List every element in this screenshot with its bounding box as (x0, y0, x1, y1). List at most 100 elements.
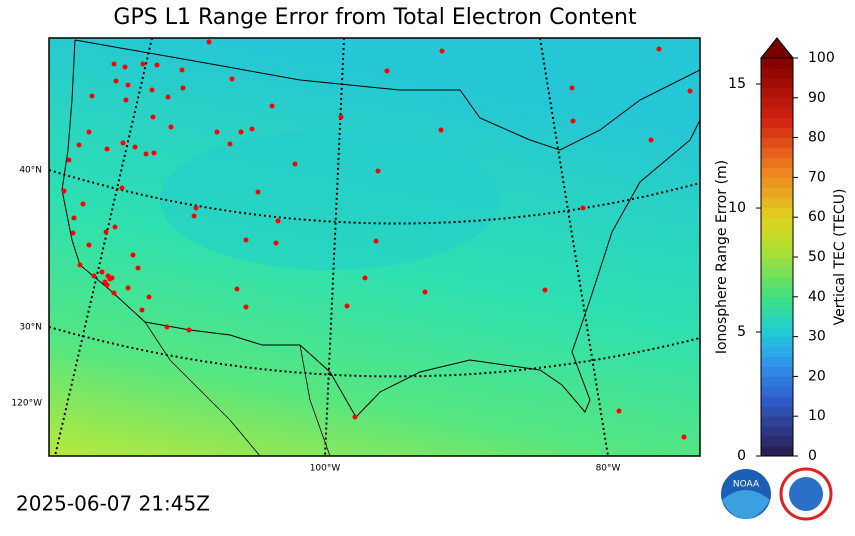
colorbar-segment (761, 386, 793, 397)
station-marker (150, 114, 156, 120)
colorbar-segment (761, 87, 793, 99)
station-marker (154, 62, 160, 68)
station-marker (86, 242, 92, 248)
colorbar-segment (761, 266, 793, 278)
title: GPS L1 Range Error from Total Electron C… (113, 5, 637, 30)
station-marker (91, 273, 97, 279)
station-marker (164, 324, 170, 330)
station-marker (375, 168, 381, 174)
colorbar-segment (761, 426, 793, 437)
station-marker (130, 252, 136, 258)
map (49, 38, 700, 456)
station-marker (243, 304, 249, 310)
colorbar-segment (761, 296, 793, 308)
colorbar-segment (761, 237, 793, 248)
station-marker (229, 76, 235, 82)
colorbar-segment (761, 346, 793, 357)
colorbar-tick-label: 10 (808, 408, 826, 424)
station-marker (165, 94, 171, 100)
station-marker (439, 48, 445, 54)
station-marker (76, 142, 82, 148)
station-marker (112, 224, 118, 230)
station-marker (135, 265, 141, 271)
colorbar-segment (761, 117, 793, 129)
station-marker (66, 157, 72, 163)
colorbar-tick-label: 0 (808, 448, 817, 464)
colorbar-tick-label: 40 (808, 289, 826, 305)
lat-label: 40°N (19, 166, 42, 176)
colorbar-segment (761, 336, 793, 348)
colorbar-segment (761, 356, 793, 367)
station-marker (86, 129, 92, 135)
colorbar-segment (761, 137, 793, 149)
colorbar-tick-label: 0 (737, 448, 746, 464)
station-marker (99, 269, 105, 275)
station-marker (111, 290, 117, 296)
colorbar-segment (761, 247, 793, 258)
station-marker (104, 282, 110, 288)
colorbar-segment (761, 58, 793, 69)
station-marker (292, 161, 298, 167)
colorbar-segment (761, 217, 793, 228)
station-marker (384, 68, 390, 74)
colorbar-segment (761, 276, 793, 288)
colorbar-segment (761, 147, 793, 158)
station-marker (687, 88, 693, 94)
colorbar-segment (761, 286, 793, 298)
colorbar-segment (761, 396, 793, 407)
colorbar-segment (761, 167, 793, 178)
station-marker (71, 215, 77, 221)
lon-label: 80°W (596, 464, 621, 474)
station-marker (139, 307, 145, 313)
lon-label: 100°W (310, 464, 341, 474)
colorbar-segment (761, 77, 793, 89)
colorbar-segment (761, 197, 793, 208)
colorbar-segment (761, 107, 793, 119)
colorbar-tick-label: 5 (737, 324, 746, 340)
station-marker (168, 124, 174, 130)
station-marker (616, 408, 622, 414)
station-marker (269, 103, 275, 109)
nws-logo (779, 467, 833, 521)
station-marker (422, 289, 428, 295)
station-marker (132, 144, 138, 150)
station-marker (273, 240, 279, 246)
station-marker (146, 294, 152, 300)
station-marker (193, 205, 199, 211)
station-marker (344, 303, 350, 309)
station-marker (648, 137, 654, 143)
colorbar-tick-label: 10 (728, 200, 746, 216)
colorbar-tick-label: 90 (808, 90, 826, 106)
colorbar-segment (761, 97, 793, 109)
station-marker (123, 97, 129, 103)
colorbar-segment (761, 326, 793, 338)
colorbar-segment (761, 416, 793, 427)
station-marker (120, 140, 126, 146)
station-marker (140, 61, 146, 67)
station-marker (227, 141, 233, 147)
station-marker (149, 87, 155, 93)
colorbar-tick-label: 20 (808, 368, 826, 384)
station-marker (569, 85, 575, 91)
lon-label: 120°W (11, 399, 42, 409)
colorbar-tick-label: 80 (808, 130, 826, 146)
station-marker (275, 218, 281, 224)
svg-text:NOAA: NOAA (733, 480, 760, 490)
lat-label: 30°N (19, 323, 42, 333)
colorbar-segment (761, 157, 793, 168)
colorbar-segment (761, 446, 793, 457)
colorbar-outline (760, 37, 794, 457)
colorbar-segment (761, 127, 793, 139)
station-marker (656, 46, 662, 52)
station-marker (206, 39, 212, 45)
station-marker (180, 85, 186, 91)
colorbar-tick-label: 50 (808, 249, 826, 265)
station-marker (77, 262, 83, 268)
station-marker (179, 67, 185, 73)
station-marker (438, 127, 444, 133)
colorbar-right-label: Vertical TEC (TECU) (832, 189, 848, 326)
station-marker (542, 287, 548, 293)
station-marker (249, 126, 255, 132)
station-marker (151, 150, 157, 156)
